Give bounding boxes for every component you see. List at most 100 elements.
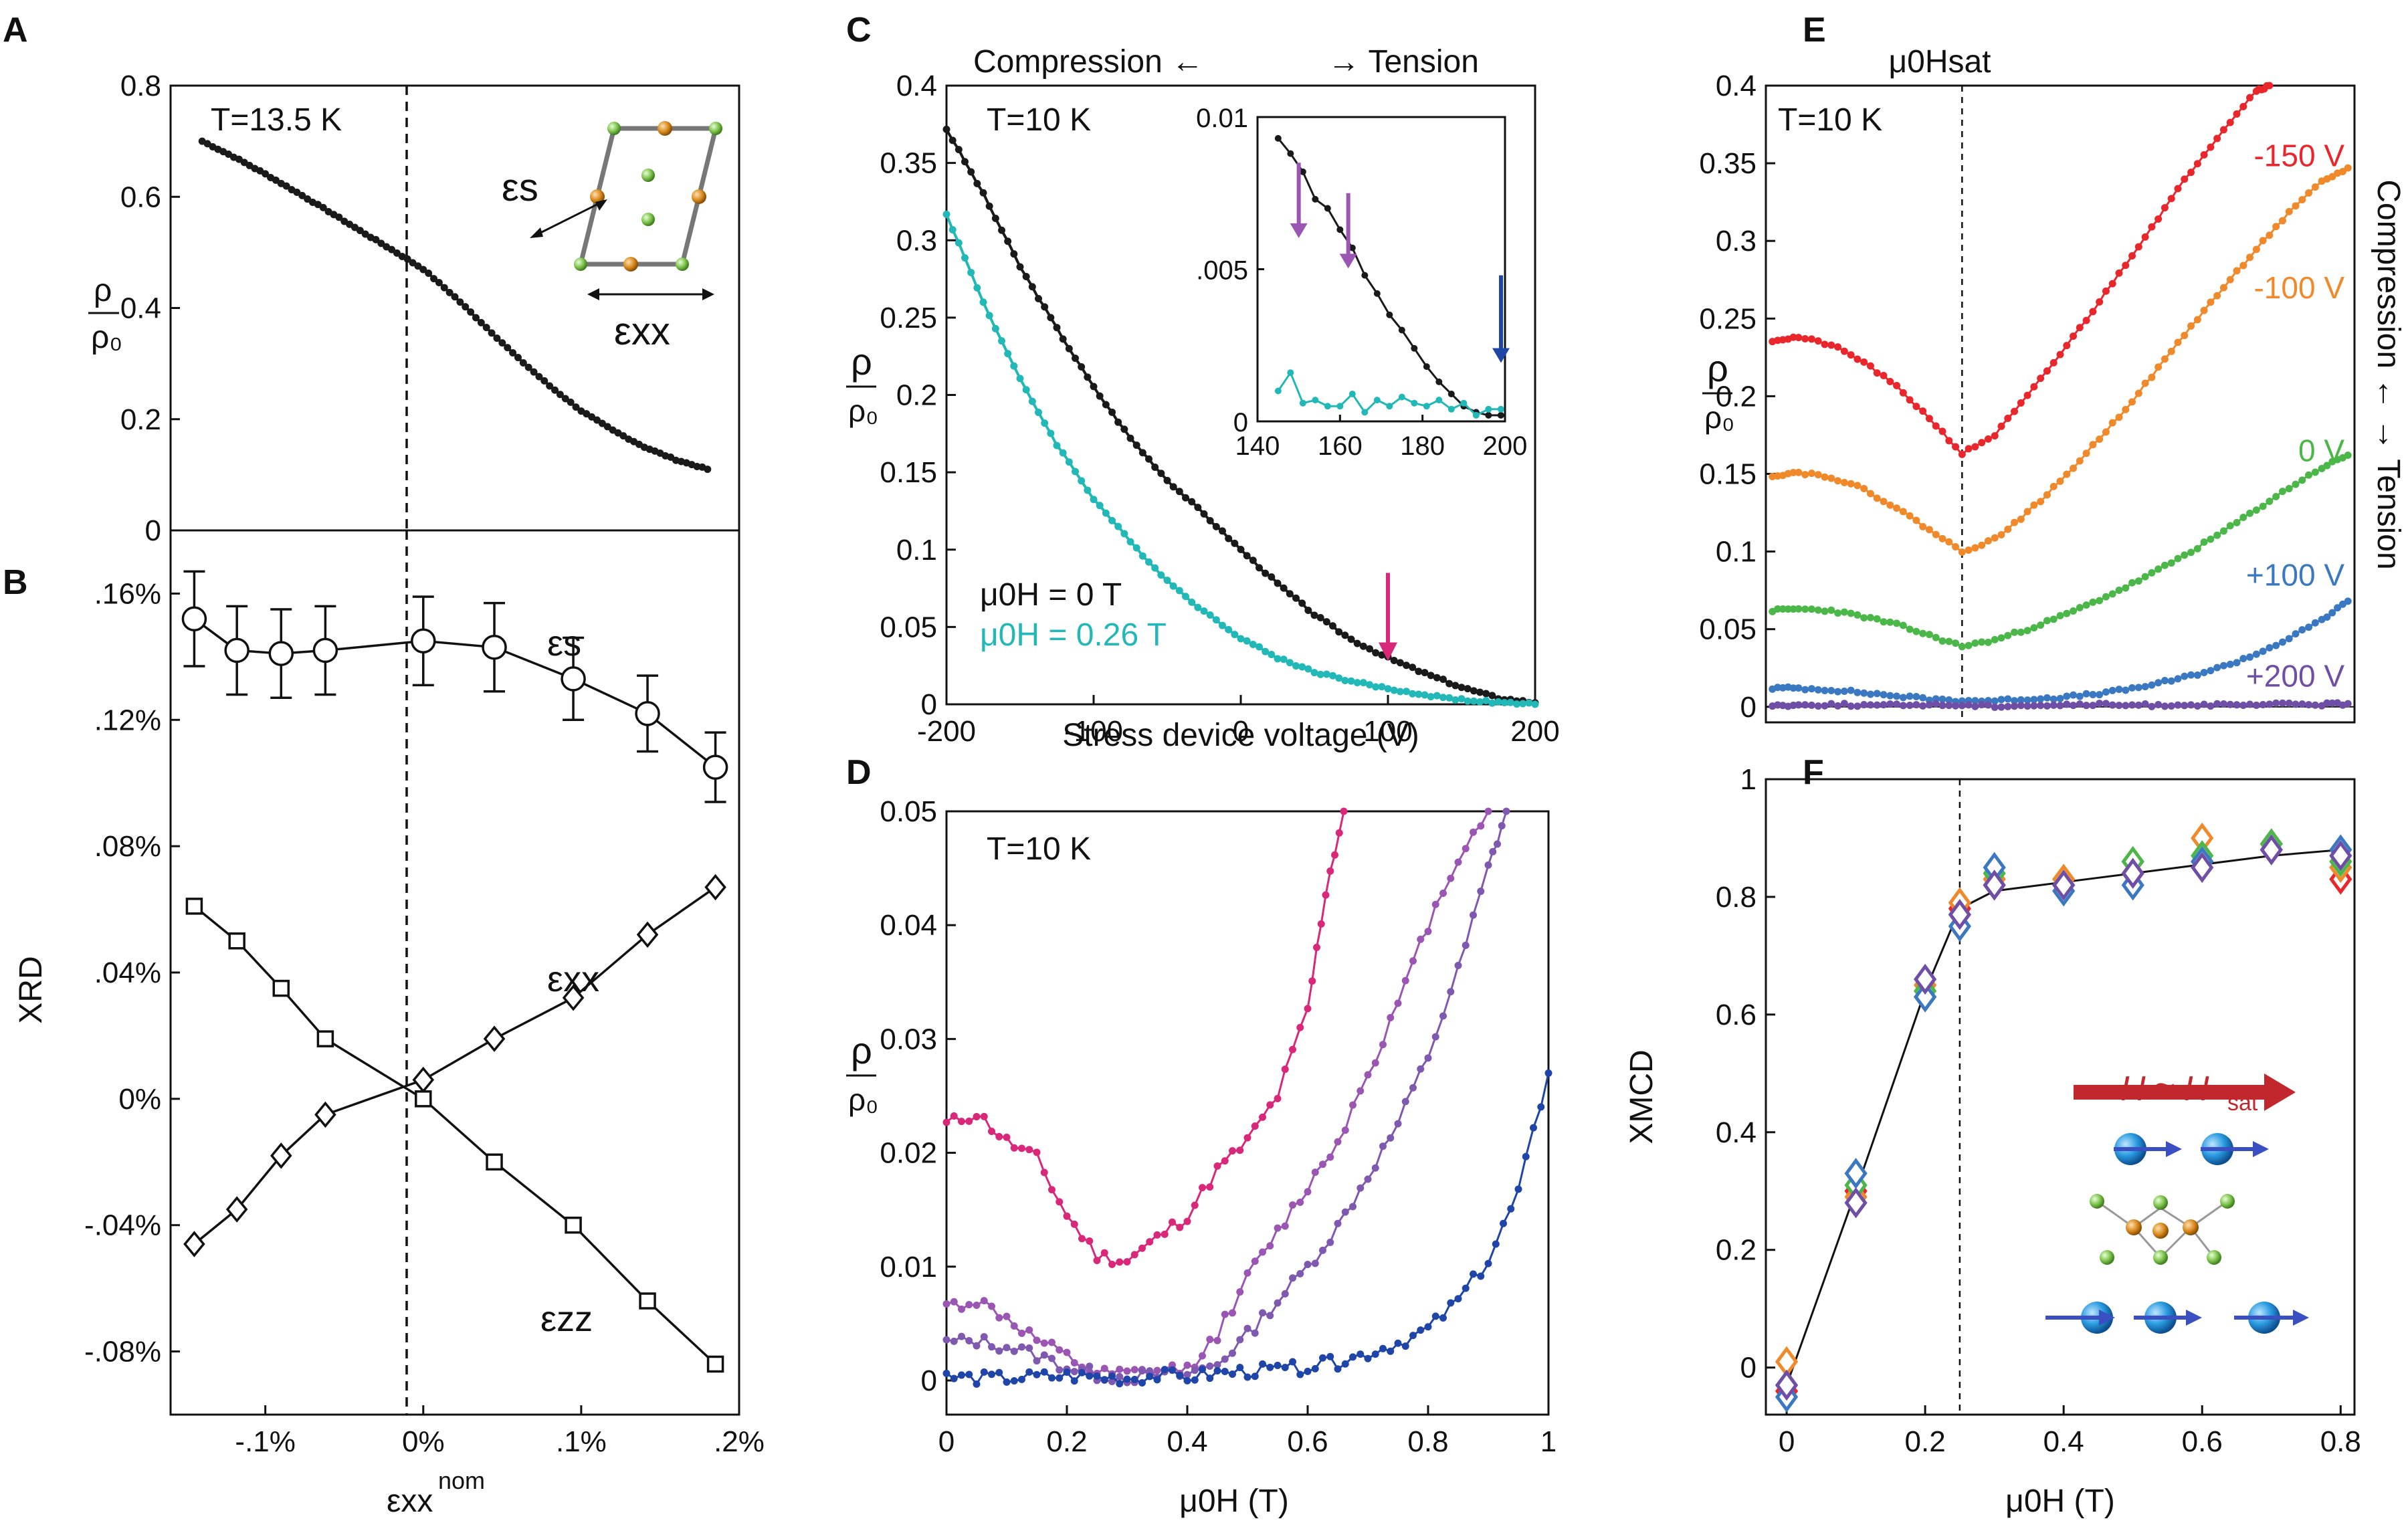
panel-f-frame (1765, 778, 2356, 1416)
panel-d-series-1-point (1259, 1248, 1266, 1256)
panel-d-series-1-point (1334, 1138, 1342, 1146)
panel-d-series-3-point (1123, 1375, 1131, 1383)
panel-e-series-3-point (1853, 688, 1862, 696)
panel-d-letter: D (846, 753, 872, 792)
panel-d-series-2-line (946, 811, 1508, 1384)
panel-d-series-2-point (965, 1337, 973, 1345)
panel-c-series-0-point (1047, 314, 1055, 322)
panel-e-series-2-point (2167, 559, 2175, 567)
panel-e-series-2-point (1795, 605, 1803, 613)
panel-d-series-1-point (988, 1302, 995, 1310)
panel-e-series-1-point (1873, 494, 1881, 502)
panel-a-rho-point (388, 245, 396, 253)
panel-e-series-4-point (1938, 702, 1946, 710)
panel-f: F 0 0.2 0.4 0.6 0.8 1 0 0.2 0.4 0.6 0.8 XMCD μ0H … (1624, 753, 2361, 1519)
panel-e-series-3-point (1827, 686, 1835, 694)
panel-e-series-0-point (1958, 450, 1966, 458)
panel-a-rho-point (319, 203, 327, 211)
panel-e-ylabel-num: ρ (1707, 347, 1728, 389)
panel-d-series-1-point (1409, 957, 1417, 965)
panel-e-series-4-point (2187, 701, 2195, 709)
panel-e-series-3-point (2226, 660, 2234, 668)
panel-e-series-1-point (2115, 413, 2123, 421)
panel-d-series-1-point (973, 1301, 981, 1309)
panel-d-series-0-point (1326, 867, 1334, 875)
panel-e-series-4-point (2011, 702, 2019, 710)
panel-d-series-3-point (1236, 1364, 1244, 1372)
panel-d-series-1-point (995, 1314, 1003, 1322)
panel-d-series-0-line (946, 811, 1345, 1265)
panel-a-yticks: 0 0.2 0.4 0.6 0.8 (120, 70, 180, 547)
panel-e-y-tick-label: 0.1 (1716, 536, 1757, 569)
panel-a-rho-point (335, 213, 343, 221)
panel-e-series-1-point (2017, 515, 2025, 523)
panel-e-series-2-point (2134, 577, 2142, 585)
panel-e-series-1-point (2070, 464, 2078, 472)
panel-c-inset-series-1-point (1324, 403, 1331, 410)
panel-b-label-exx: εxx (547, 959, 599, 999)
panel-e-series-1-point (2161, 355, 2169, 363)
panel-d-series-0-point (1340, 807, 1348, 815)
panel-e-series-4-point (1952, 702, 1960, 710)
panel-d-series-3-point (1213, 1367, 1221, 1375)
panel-e-series-0-point (2266, 82, 2274, 90)
panel-e-series-2-point (2226, 522, 2234, 530)
panel-c-y-tick-label: 0 (921, 688, 937, 721)
panel-e-y-tick-label: 0.25 (1699, 302, 1757, 335)
panel-d-series-0-point (1191, 1201, 1199, 1209)
panel-e-series-3-point (2082, 690, 2090, 698)
panel-c-series-1-point (1243, 637, 1251, 645)
panel-e-series-3-point (2174, 675, 2182, 683)
panel-d-series-3-point (950, 1374, 958, 1383)
panel-c-series-1-point (1335, 674, 1343, 682)
panel-e-series-3-point (1971, 697, 1979, 705)
panel-d-series-1-point (1296, 1199, 1304, 1207)
panel-d-series-3-point (1371, 1350, 1379, 1358)
panel-e-series-0-point (1873, 369, 1881, 377)
panel-e-series-0-point (1807, 335, 1815, 343)
panel-d-series-3-point (1319, 1354, 1326, 1362)
panel-c-inset-arrowhead (1492, 348, 1510, 363)
panel-e-series-2-point (2049, 615, 2058, 623)
panel-c-inset-series-1-point (1497, 405, 1504, 413)
panel-e-series-4-point (2134, 701, 2142, 709)
panel-c-series-0-point (1256, 564, 1263, 572)
panel-d-series-2-point (1387, 1134, 1395, 1142)
panel-c-series-1-point (1035, 409, 1042, 417)
panel-d-series-3-point (1522, 1152, 1530, 1160)
panel-d-series-2-point (1502, 807, 1510, 815)
panel-a-annotation: T=13.5 K (211, 102, 342, 138)
panel-e-series-3-point (2070, 691, 2078, 699)
panel-e-series-0-point (1997, 422, 2005, 430)
panel-f-yticks: 0 0.2 0.4 0.6 0.8 1 (1716, 763, 1775, 1385)
panel-c-series-1-point (1078, 477, 1086, 485)
panel-c-x-tick-label: -200 (917, 715, 976, 748)
panel-c-series-0-point (1004, 237, 1012, 245)
panel-d-series-0-point (1206, 1183, 1214, 1191)
panel-f-y-tick-label: 0.2 (1716, 1234, 1757, 1267)
panel-c-series-0-point (1316, 614, 1324, 622)
panel-e-series-4-point (2174, 701, 2182, 709)
panel-e-series-0-point (2037, 375, 2045, 383)
panel-b-x-tick-label: .2% (714, 1425, 765, 1458)
panel-d-series-2-point (1484, 861, 1492, 869)
panel-e-series-0-point (2219, 126, 2227, 134)
panel-e-series-0-point (2128, 252, 2136, 260)
panel-f-point (2329, 840, 2352, 872)
panel-e-series-3-point (1893, 692, 1901, 700)
panel-d-series-2-point (1236, 1336, 1244, 1344)
panel-e-series-3-point (2193, 671, 2201, 679)
panel-c-annotation: T=10 K (987, 102, 1091, 138)
panel-e-series-1-point (2338, 168, 2346, 176)
panel-c-series-1-point (1108, 516, 1116, 524)
panel-c-series-1-point (1163, 577, 1171, 585)
panel-c-series-0-point (1439, 676, 1447, 684)
panel-d-series-2-point (1040, 1351, 1048, 1359)
panel-c-series-1-point (1341, 676, 1349, 684)
panel-c-series-0-point (1366, 645, 1373, 653)
panel-d-series-0-point (1123, 1257, 1131, 1265)
panel-e-series-2-point (2298, 476, 2306, 484)
panel-e-series-4-point (2154, 701, 2163, 709)
panel-a-letter: A (3, 11, 28, 49)
